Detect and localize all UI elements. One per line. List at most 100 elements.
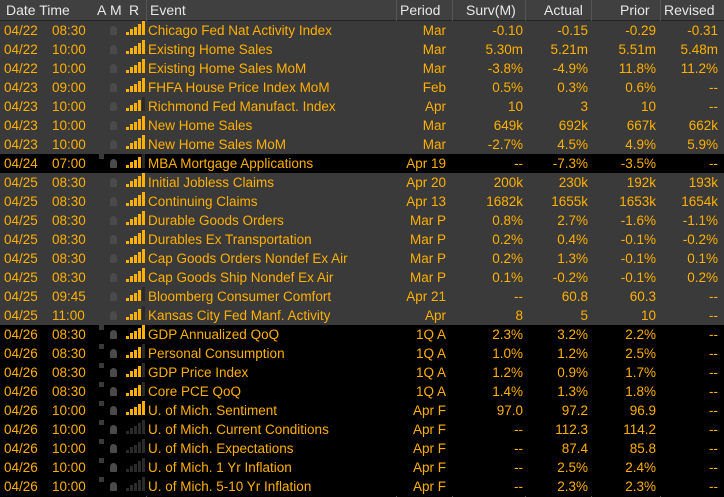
relevance-bar <box>138 233 141 244</box>
revised-cell: -- <box>709 156 718 171</box>
header-period[interactable]: Period <box>400 2 441 18</box>
table-row[interactable]: 04/26 10:00 U. of Mich. Expectations Apr F -… <box>0 439 724 458</box>
bell-shape-icon <box>110 26 117 35</box>
actual-cell: 112.3 <box>555 422 588 437</box>
table-row[interactable]: 04/22 08:30 Chicago Fed Nat Activity Index… <box>0 21 724 40</box>
relevance-bar <box>126 298 129 301</box>
actual-cell: 0.4% <box>557 232 588 247</box>
table-row[interactable]: 04/23 10:00 New Home Sales MoM Mar -2.7% 4.5%… <box>0 135 724 154</box>
table-row[interactable]: 04/22 10:00 Existing Home Sales MoM Mar -3.8… <box>0 59 724 78</box>
relevance-bar <box>142 116 145 130</box>
relevance-bar <box>134 236 137 244</box>
event-name: Initial Jobless Claims <box>148 175 275 190</box>
time-cell: 08:30 <box>52 346 86 361</box>
table-row[interactable]: 04/26 10:00 U. of Mich. Sentiment Apr F 97.0… <box>0 401 724 420</box>
actual-cell: 1.3% <box>557 384 588 399</box>
header-prior[interactable]: Prior <box>620 2 650 18</box>
table-row[interactable]: 04/23 09:00 FHFA House Price Index MoM Feb 0… <box>0 78 724 97</box>
table-row[interactable]: 04/25 08:30 Initial Jobless Claims Apr 20 20… <box>0 173 724 192</box>
prior-cell: -0.1% <box>620 232 656 247</box>
header-alert-a[interactable]: A <box>97 2 107 18</box>
relevance-bar <box>130 219 133 225</box>
relevance-bars <box>126 420 146 434</box>
relevance-bars <box>126 382 146 396</box>
revised-cell: 11.2% <box>680 61 718 76</box>
prior-cell: 2.2% <box>625 327 656 342</box>
date-cell: 04/23 <box>4 99 38 114</box>
relevance-bar <box>130 371 133 377</box>
table-row[interactable]: 04/26 10:00 U. of Mich. 5-10 Yr Inflation A… <box>0 477 724 496</box>
relevance-bar <box>130 48 133 54</box>
table-row[interactable]: 04/25 08:30 Continuing Claims Apr 13 1682k 16… <box>0 192 724 211</box>
alert-square-icon <box>99 363 104 368</box>
prior-cell: 96.9 <box>629 403 656 418</box>
relevance-bars <box>126 211 146 225</box>
relevance-bars <box>126 21 146 35</box>
table-row[interactable]: 04/25 08:30 Durables Ex Transportation Mar … <box>0 230 724 249</box>
revised-cell: -- <box>709 327 718 342</box>
period-cell: Apr F <box>412 403 446 418</box>
relevance-bar <box>138 43 141 54</box>
survey-cell: 8 <box>515 308 523 323</box>
table-row[interactable]: 04/25 11:00 Kansas City Fed Manf. Activity… <box>0 306 724 325</box>
revised-cell: 0.1% <box>687 251 718 266</box>
relevance-bar <box>134 198 137 206</box>
bell-shape-icon <box>110 235 117 244</box>
survey-cell: 0.2% <box>492 251 523 266</box>
table-row[interactable]: 04/26 08:30 GDP Price Index 1Q A 1.2% 0.9% 1.7… <box>0 363 724 382</box>
alert-square-icon <box>99 249 104 254</box>
table-row[interactable]: 04/26 08:30 Personal Consumption 1Q A 1.0% 1.… <box>0 344 724 363</box>
relevance-bar <box>130 466 133 472</box>
actual-cell: 60.8 <box>561 289 588 304</box>
alert-square-icon <box>99 401 104 406</box>
event-name: GDP Annualized QoQ <box>148 327 280 342</box>
table-row[interactable]: 04/26 10:00 U. of Mich. Current Conditions… <box>0 420 724 439</box>
relevance-bar <box>142 21 145 35</box>
relevance-bars <box>126 287 146 301</box>
header-date-time[interactable]: Date Time <box>6 2 70 18</box>
header-survey[interactable]: Surv(M) <box>466 2 516 18</box>
relevance-bar <box>142 249 145 263</box>
survey-cell: -- <box>514 441 523 456</box>
actual-cell: 0.3% <box>557 80 588 95</box>
table-row[interactable]: 04/22 10:00 Existing Home Sales Mar 5.30m 5.2… <box>0 40 724 59</box>
table-row[interactable]: 04/24 07:00 MBA Mortgage Applications Apr 1… <box>0 154 724 173</box>
revised-cell: -- <box>709 346 718 361</box>
relevance-bar <box>130 29 133 35</box>
relevance-bar <box>138 176 141 187</box>
relevance-bar <box>138 442 141 453</box>
survey-cell: 97.0 <box>496 403 523 418</box>
table-row[interactable]: 04/23 10:00 New Home Sales Mar 649k 692k 667k 6… <box>0 116 724 135</box>
event-name: U. of Mich. 5-10 Yr Inflation <box>148 479 312 494</box>
survey-cell: 1.4% <box>492 384 523 399</box>
relevance-bar <box>134 312 137 320</box>
table-row[interactable]: 04/26 10:00 U. of Mich. 1 Yr Inflation Apr … <box>0 458 724 477</box>
relevance-bar <box>130 485 133 491</box>
relevance-bar <box>130 67 133 73</box>
relevance-bar <box>126 89 129 92</box>
table-row[interactable]: 04/26 08:30 Core PCE QoQ 1Q A 1.4% 1.3% 1.8% -- <box>0 382 724 401</box>
date-cell: 04/23 <box>4 118 38 133</box>
table-row[interactable]: 04/23 10:00 Richmond Fed Manufact. Index Ap… <box>0 97 724 116</box>
relevance-bar <box>138 81 141 92</box>
table-row[interactable]: 04/25 08:30 Durable Goods Orders Mar P 0.8% 2… <box>0 211 724 230</box>
bell-shape-icon <box>110 64 117 73</box>
relevance-bar <box>142 154 145 168</box>
header-event[interactable]: Event <box>150 2 186 18</box>
header-actual[interactable]: Actual <box>544 2 583 18</box>
time-cell: 09:00 <box>52 80 86 95</box>
revised-cell: 662k <box>688 118 718 133</box>
header-relevance[interactable]: R <box>129 2 140 18</box>
prior-cell: 1653k <box>619 194 656 209</box>
actual-cell: 4.5% <box>557 137 588 152</box>
relevance-bar <box>134 65 137 73</box>
table-row[interactable]: 04/25 08:30 Cap Goods Orders Nondef Ex Air… <box>0 249 724 268</box>
period-cell: 1Q A <box>415 346 446 361</box>
date-cell: 04/25 <box>4 213 38 228</box>
table-row[interactable]: 04/25 09:45 Bloomberg Consumer Comfort Apr … <box>0 287 724 306</box>
header-alert-m[interactable]: M <box>110 2 122 18</box>
table-row[interactable]: 04/26 08:30 GDP Annualized QoQ 1Q A 2.3% 3.2%… <box>0 325 724 344</box>
actual-cell: 5.21m <box>550 42 588 57</box>
table-row[interactable]: 04/25 08:30 Cap Goods Ship Nondef Ex Air Ma… <box>0 268 724 287</box>
header-revised[interactable]: Revised <box>664 2 715 18</box>
